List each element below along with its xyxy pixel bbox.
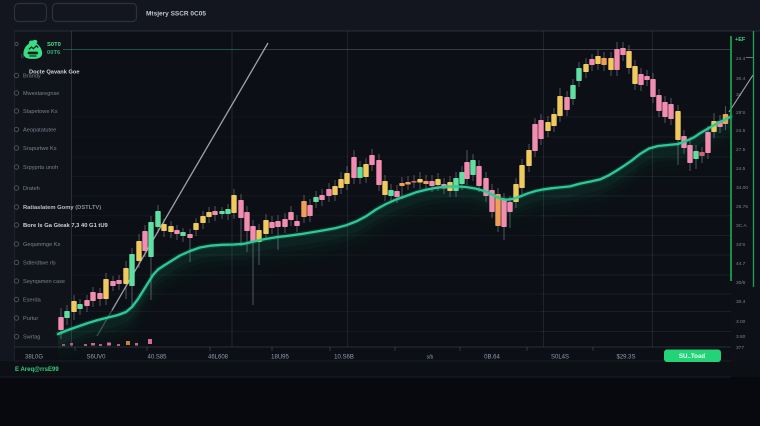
svg-text:Bore ls Ga Gteak 7,3 40 G1 t: Bore ls Ga Gteak 7,3 40 G1 tU9 [23,223,109,229]
svg-text:10.S6B: 10.S6B [334,355,354,361]
svg-text:Ratiaslatem Gomy (DSTLTV): Ratiaslatem Gomy (DSTLTV) [23,205,101,211]
svg-text:s/b: s/b [427,355,434,361]
svg-text:Seyrqamen case: Seyrqamen case [23,279,65,285]
svg-text:Docte Qavank Goe: Docte Qavank Goe [29,70,80,76]
svg-text:26.76: 26.76 [736,204,748,210]
svg-text:Swrtag: Swrtag [23,335,40,341]
svg-text:$29.3S: $29.3S [616,355,635,361]
svg-text:Drateh: Drateh [23,186,40,192]
svg-text:Stapetowe Ks: Stapetowe Ks [23,109,58,115]
svg-text:0B.64: 0B.64 [484,355,500,361]
svg-text:27.5: 27.5 [736,147,746,153]
svg-text:Aeopatatutee: Aeopatatutee [23,128,56,134]
svg-text:SU..Toad: SU..Toad [679,353,706,360]
svg-text:Mtsjery SSCR 0C05: Mtsjery SSCR 0C05 [146,11,206,18]
svg-text:00T6: 00T6 [47,50,61,56]
svg-text:3.00: 3.00 [736,319,746,325]
svg-text:Geqammge Ks: Geqammge Ks [23,242,61,248]
svg-text:Brandy: Brandy [23,74,41,80]
svg-text:34'S: 34'S [736,242,745,248]
svg-text:D: D [21,54,25,59]
svg-text:Srapurtwe Ks: Srapurtwe Ks [23,146,57,152]
svg-text:Srpyprta unoh: Srpyprta unoh [23,165,58,171]
svg-text:24.4: 24.4 [736,56,746,62]
svg-text:Mwestaregnse: Mwestaregnse [23,91,59,97]
svg-text:34.00: 34.00 [736,185,748,191]
svg-text:18U95: 18U95 [271,355,289,361]
svg-text:377: 377 [736,345,744,351]
svg-text:Sdterdtwe rls: Sdterdtwe rls [23,261,56,267]
svg-text:3.60: 3.60 [736,334,746,340]
svg-text:30.4: 30.4 [736,76,746,82]
svg-text:46L608: 46L608 [208,355,229,361]
svg-text:24.5: 24.5 [736,128,746,134]
svg-text:Eserda: Eserda [23,298,42,304]
svg-text:S0L4S: S0L4S [551,355,569,361]
svg-text:40.S85: 40.S85 [147,355,167,361]
svg-text:29'S: 29'S [736,110,745,116]
svg-text:E Areq@rrsE99: E Areq@rrsE99 [15,367,59,373]
svg-text:S0T0: S0T0 [47,42,61,48]
svg-text:+EF: +EF [735,37,746,43]
svg-text:30.4: 30.4 [736,299,746,305]
svg-text:S6UV0: S6UV0 [86,355,106,361]
svg-text:3C.A: 3C.A [736,223,747,229]
svg-text:38L0G: 38L0G [25,355,43,361]
svg-text:44.7: 44.7 [736,261,746,267]
svg-text:30/6: 30/6 [736,280,746,286]
svg-text:24.5: 24.5 [736,166,746,172]
svg-text:34: 34 [736,92,742,98]
svg-text:Purtur: Purtur [23,316,38,322]
